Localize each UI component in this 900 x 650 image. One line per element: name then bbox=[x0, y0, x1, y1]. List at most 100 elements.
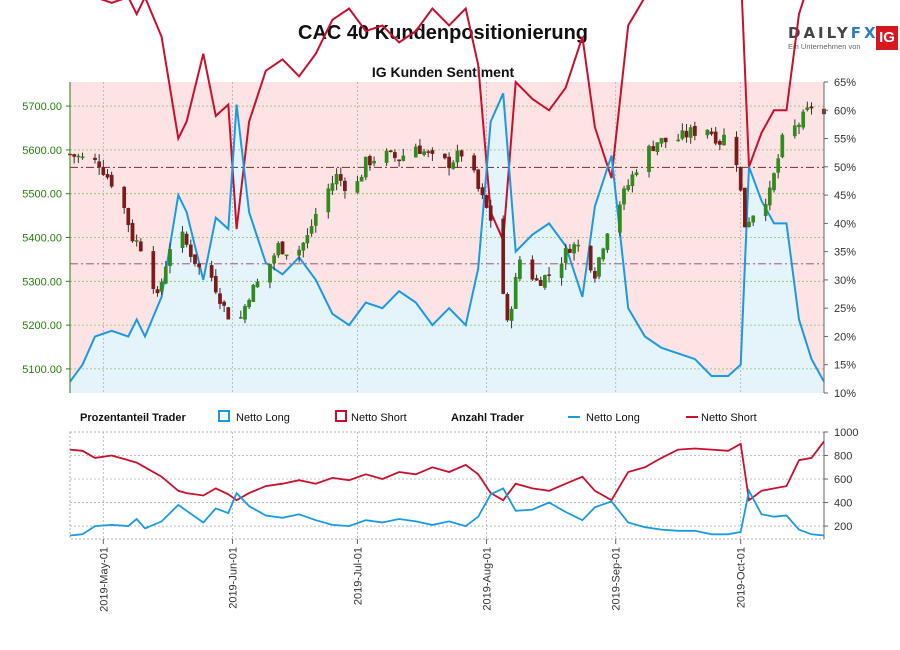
ig-logo-badge: IG bbox=[876, 26, 898, 50]
candle-body bbox=[363, 156, 368, 178]
price-tick-label: 5300.00 bbox=[22, 276, 62, 288]
candle-body bbox=[718, 141, 722, 145]
legend-percent-title: Prozentanteil Trader bbox=[80, 412, 186, 424]
percent-tick-label: 65% bbox=[834, 77, 856, 89]
candle-body bbox=[513, 276, 518, 309]
candle-body bbox=[93, 157, 97, 160]
legend-percent-short-label: Netto Short bbox=[351, 412, 407, 424]
candle-body bbox=[397, 159, 401, 162]
candle-body bbox=[797, 124, 801, 128]
candle-body bbox=[801, 111, 806, 128]
candle-body bbox=[743, 187, 747, 228]
candle-body bbox=[547, 274, 551, 276]
percent-tick-label: 25% bbox=[834, 303, 856, 315]
candle-body bbox=[418, 145, 422, 154]
candle-body bbox=[772, 173, 776, 191]
candle-body bbox=[72, 154, 77, 157]
candle-body bbox=[563, 248, 568, 263]
candle-body bbox=[568, 248, 572, 253]
candle-body bbox=[101, 167, 106, 175]
chart-title: CAC 40 Kundenpositionierung bbox=[298, 22, 588, 44]
price-tick-label: 5100.00 bbox=[22, 364, 62, 376]
candle-body bbox=[197, 263, 201, 268]
logo-brand-right: FX bbox=[850, 24, 879, 42]
price-tick-label: 5600.00 bbox=[22, 145, 62, 157]
logo-brand-left: DAILY bbox=[788, 24, 851, 42]
percent-tick-label: 30% bbox=[834, 275, 856, 287]
candle-body bbox=[597, 257, 601, 277]
legend-count-title: Anzahl Trader bbox=[451, 412, 524, 424]
candle-body bbox=[188, 244, 193, 257]
price-tick-label: 5200.00 bbox=[22, 320, 62, 332]
candle-body bbox=[538, 279, 543, 286]
candle-body bbox=[309, 226, 314, 234]
candle-body bbox=[680, 130, 685, 139]
candle-body bbox=[443, 153, 447, 159]
candle-body bbox=[122, 186, 127, 208]
candle-body bbox=[626, 185, 631, 190]
candle-body bbox=[422, 151, 426, 155]
candle-body bbox=[338, 174, 343, 181]
long-sentiment-area bbox=[70, 93, 824, 394]
candle-body bbox=[218, 293, 222, 304]
candle-body bbox=[576, 244, 581, 247]
candle-body bbox=[76, 155, 81, 158]
candle-body bbox=[634, 172, 639, 175]
candle-body bbox=[334, 173, 339, 185]
candle-body bbox=[247, 299, 251, 308]
candle-body bbox=[226, 307, 231, 320]
candle-body bbox=[372, 160, 376, 164]
net-long-percent-line bbox=[69, 92, 825, 383]
candle-body bbox=[693, 125, 697, 136]
candle-body bbox=[401, 155, 406, 161]
candle-body bbox=[251, 284, 256, 303]
dailyfx-logo: DAILYFX Ein Unternehmen von IG bbox=[784, 24, 900, 54]
candle-body bbox=[355, 181, 360, 193]
candle-body bbox=[343, 180, 347, 192]
candle-body bbox=[688, 127, 693, 138]
legend-count-long-label: Netto Long bbox=[586, 412, 640, 424]
candle-body bbox=[297, 249, 301, 256]
price-tick-label: 5500.00 bbox=[22, 189, 62, 201]
candle-body bbox=[97, 161, 102, 168]
candle-body bbox=[451, 162, 456, 169]
count-tick-label: 200 bbox=[834, 521, 852, 533]
date-tick-label: 2019-Jul-01 bbox=[352, 547, 364, 605]
candle-body bbox=[480, 187, 485, 196]
candle-body bbox=[776, 158, 781, 173]
candle-body bbox=[301, 242, 306, 251]
candle-body bbox=[80, 156, 85, 159]
candle-body bbox=[168, 249, 172, 266]
percent-tick-label: 45% bbox=[834, 190, 856, 202]
candle-body bbox=[126, 208, 131, 226]
candle-body bbox=[159, 281, 164, 292]
candle-body bbox=[488, 205, 493, 221]
candle-body bbox=[426, 151, 431, 153]
candle-body bbox=[280, 241, 285, 255]
candle-body bbox=[734, 136, 739, 166]
candle-body bbox=[763, 204, 768, 216]
candle-body bbox=[655, 142, 660, 152]
candle-body bbox=[430, 150, 435, 154]
net-short-percent-line bbox=[100, 0, 805, 241]
date-tick-label: 2019-Aug-01 bbox=[482, 547, 494, 611]
percent-tick-label: 10% bbox=[834, 388, 856, 400]
candle-body bbox=[180, 231, 185, 248]
percent-tick-label: 35% bbox=[834, 247, 856, 259]
candle-body bbox=[705, 129, 710, 136]
candle-body bbox=[213, 275, 218, 293]
candle-body bbox=[313, 213, 318, 226]
candle-body bbox=[413, 146, 418, 158]
candle-body bbox=[709, 131, 714, 135]
candle-body bbox=[618, 204, 622, 233]
date-tick-label: 2019-May-01 bbox=[98, 547, 110, 612]
date-tick-label: 2019-Oct-01 bbox=[736, 547, 748, 608]
candle-body bbox=[384, 150, 389, 163]
legend-short-swatch bbox=[335, 410, 347, 422]
candle-body bbox=[255, 281, 260, 288]
candle-body bbox=[593, 270, 597, 279]
count-tick-label: 400 bbox=[834, 498, 852, 510]
candle-body bbox=[509, 308, 514, 321]
candle-body bbox=[268, 263, 272, 283]
logo-wordmark: DAILYFX bbox=[788, 24, 879, 42]
